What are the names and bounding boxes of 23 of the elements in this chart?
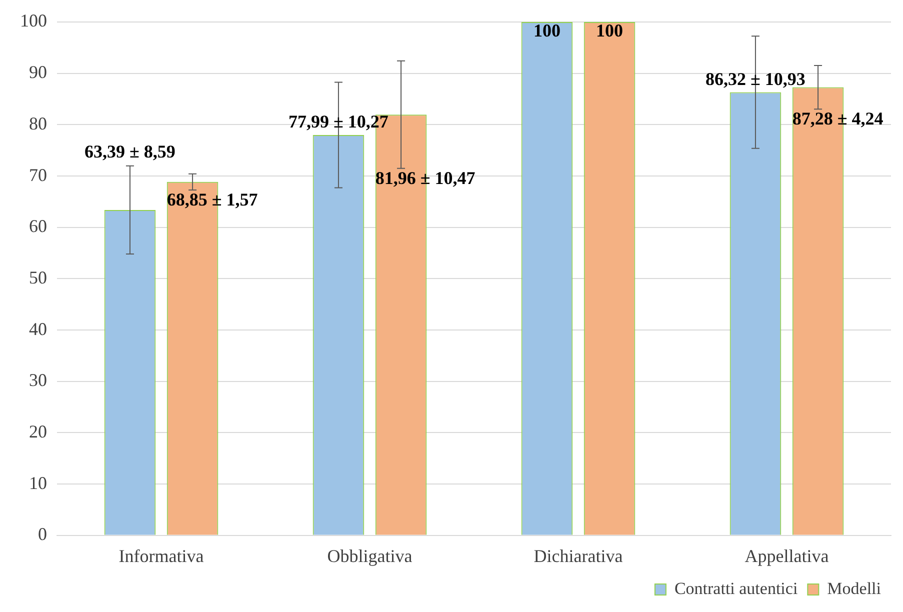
data-label: 81,96 ± 10,47 bbox=[375, 168, 476, 188]
y-tick-label: 30 bbox=[29, 370, 47, 390]
data-label: 100 bbox=[533, 20, 560, 41]
y-tick-label: 40 bbox=[29, 318, 47, 339]
y-tick-label: 20 bbox=[29, 421, 47, 442]
data-label: 100 bbox=[596, 20, 624, 41]
y-tick-label: 60 bbox=[29, 216, 47, 236]
x-tick-label: Obbligativa bbox=[327, 546, 412, 566]
y-tick-label: 70 bbox=[29, 164, 47, 185]
y-tick-label: 10 bbox=[29, 472, 47, 493]
data-label: 68,85 ± 1,57 bbox=[166, 190, 258, 210]
x-tick-label: Dichiarativa bbox=[534, 546, 623, 566]
data-label: 87,28 ± 4,24 bbox=[792, 108, 884, 129]
y-tick-label: 100 bbox=[20, 10, 47, 31]
legend-label: Contratti autentici bbox=[674, 578, 798, 598]
data-label: 63,39 ± 8,59 bbox=[84, 142, 176, 162]
y-tick-label: 0 bbox=[38, 524, 47, 544]
y-tick-label: 50 bbox=[29, 267, 47, 288]
legend-label: Modelli bbox=[827, 578, 882, 598]
y-tick-label: 80 bbox=[29, 113, 47, 134]
x-tick-label: Informativa bbox=[118, 546, 204, 566]
x-tick-label: Appellativa bbox=[744, 546, 829, 566]
y-tick-label: 90 bbox=[29, 62, 47, 82]
